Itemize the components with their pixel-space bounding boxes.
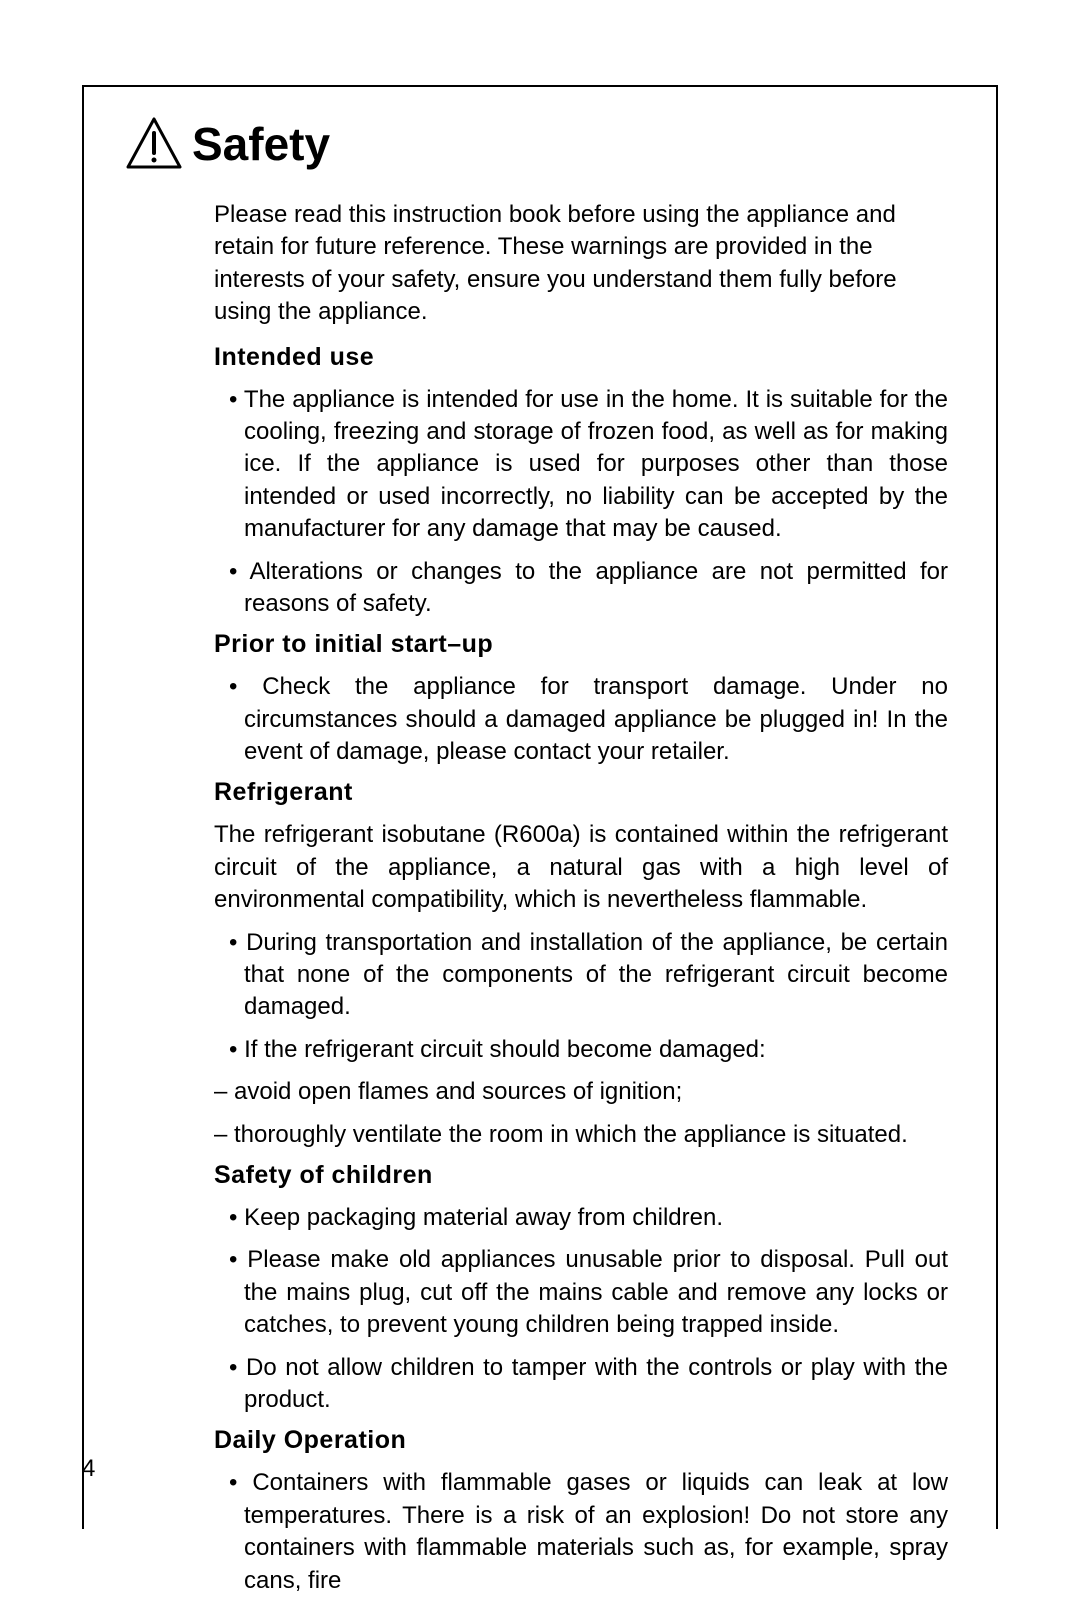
bullet-item: Keep packaging material away from childr… <box>214 1202 948 1234</box>
dash-item: avoid open flames and sources of ignitio… <box>214 1076 948 1108</box>
warning-icon <box>124 117 184 171</box>
bullet-item: During transportation and installation o… <box>214 927 948 1024</box>
bullet-item: Please make old appliances unusable prio… <box>214 1244 948 1341</box>
bullet-item: If the refrigerant circuit should become… <box>214 1034 948 1066</box>
bullet-item: Check the appliance for transport damage… <box>214 671 948 768</box>
content-area: Please read this instruction book before… <box>132 199 948 1597</box>
body-text: The refrigerant isobutane (R600a) is con… <box>214 819 948 916</box>
page-title: Safety <box>192 117 330 171</box>
title-row: Safety <box>124 117 948 171</box>
heading-refrigerant: Refrigerant <box>214 778 948 807</box>
heading-daily-operation: Daily Operation <box>214 1426 948 1455</box>
heading-prior-startup: Prior to initial start–up <box>214 630 948 659</box>
bullet-item: Alterations or changes to the appliance … <box>214 556 948 621</box>
dash-item: thoroughly ventilate the room in which t… <box>214 1119 948 1151</box>
page-number: 4 <box>82 1455 95 1483</box>
bullet-item: Containers with flammable gases or liqui… <box>214 1467 948 1597</box>
page-frame: Safety Please read this instruction book… <box>82 85 998 1529</box>
heading-safety-children: Safety of children <box>214 1161 948 1190</box>
heading-intended-use: Intended use <box>214 343 948 372</box>
intro-text: Please read this instruction book before… <box>214 199 948 329</box>
bullet-item: Do not allow children to tamper with the… <box>214 1352 948 1417</box>
bullet-item: The appliance is intended for use in the… <box>214 384 948 546</box>
